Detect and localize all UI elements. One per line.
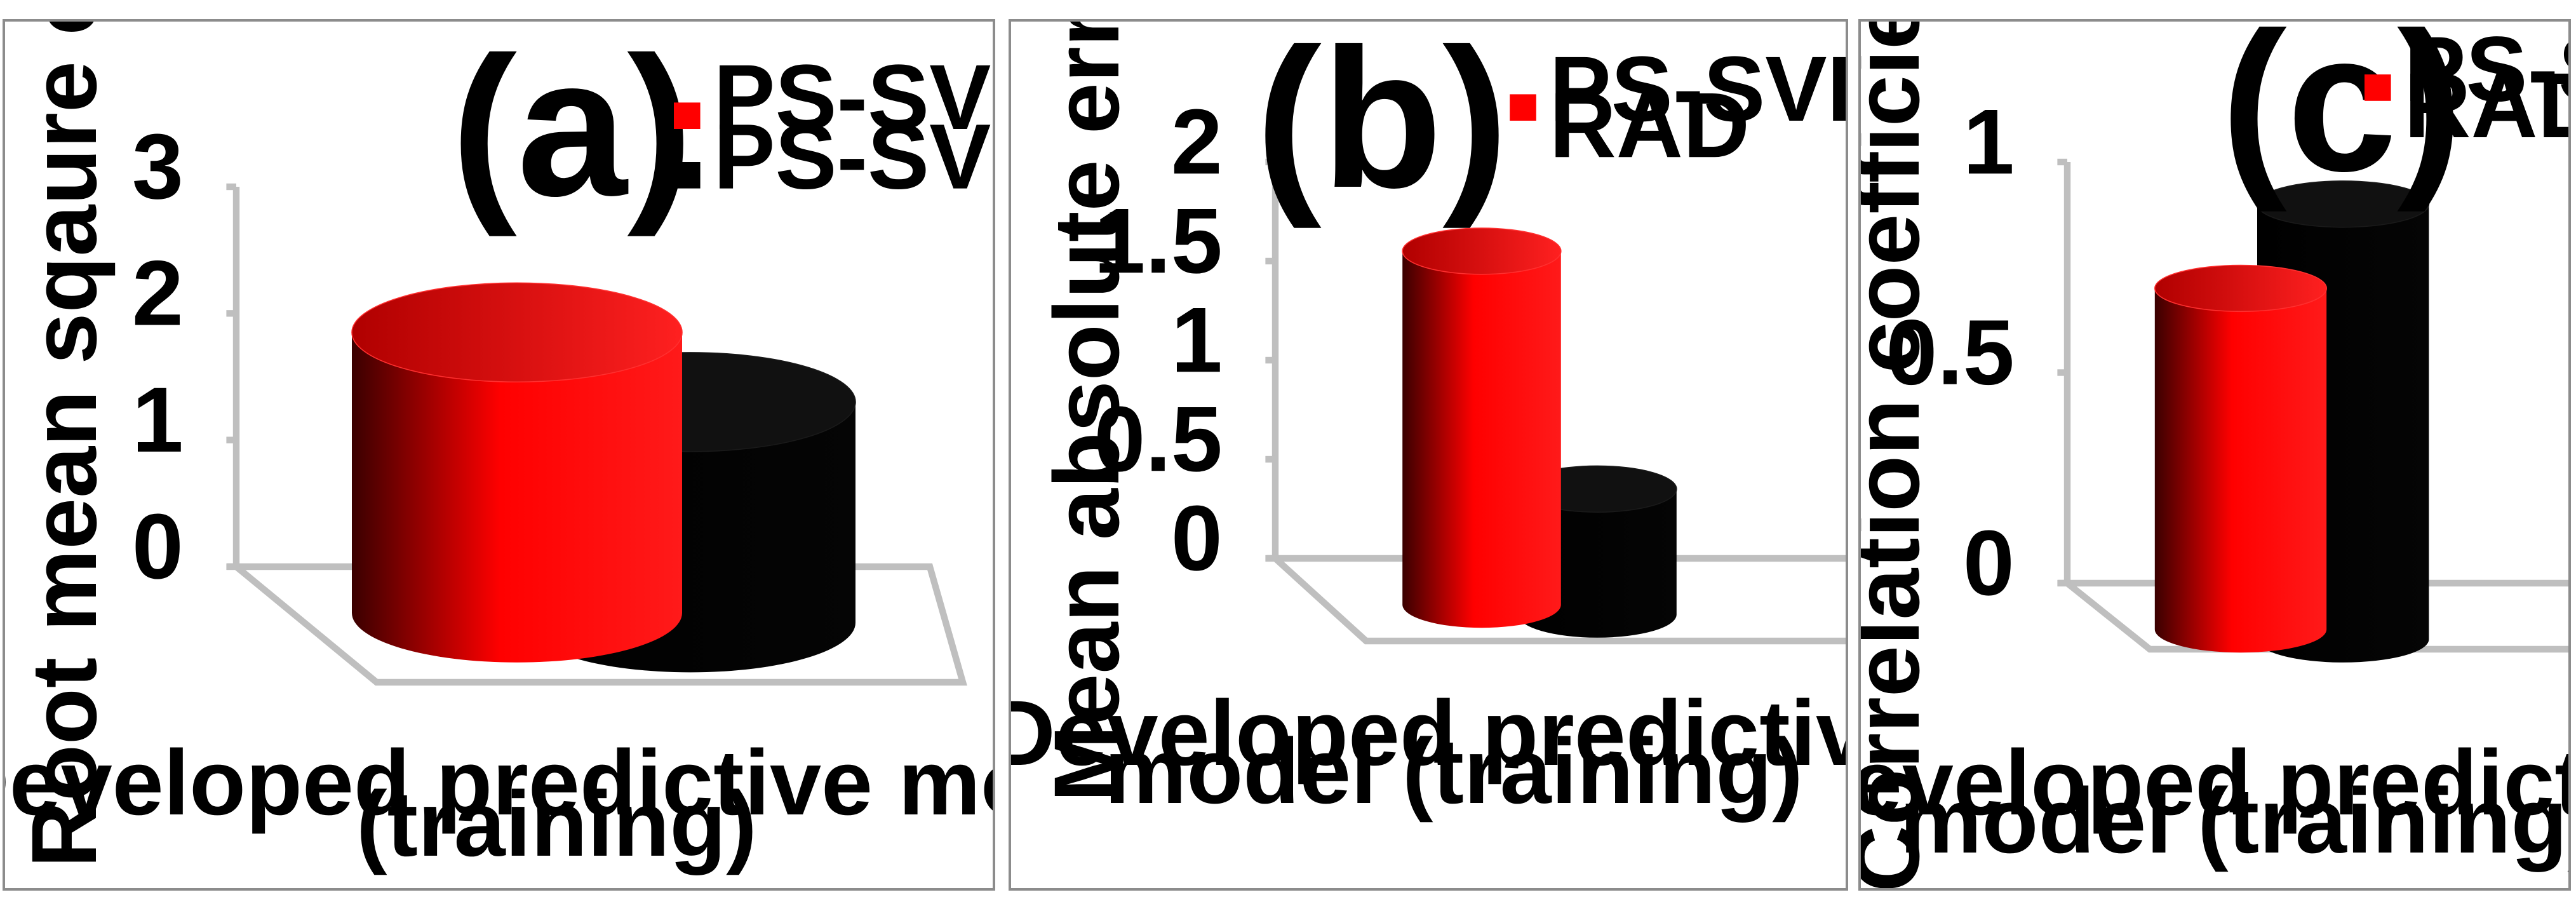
legend-label: PS-SVR-LAT [713, 105, 993, 208]
y-tick-label: 0 [1963, 511, 2015, 614]
x-axis-label: Developed predictive [1011, 681, 1846, 785]
bar-body [2154, 288, 2327, 653]
legend-label: RAD [1550, 73, 1750, 177]
y-axis-label: Correlation coefficient [1861, 22, 1938, 888]
y-tick-label: 3 [132, 114, 184, 218]
chart-a-canvas: 0 1 2 3 (a)PS-SVR-RADPS-SVR-LAT Root mean sqa… [5, 22, 993, 875]
chart-title: (b) [1256, 22, 1508, 230]
y-tick-label: 1 [1171, 288, 1223, 391]
chart-title: (c) [2221, 22, 2463, 213]
x-axis-label: Developed predictive model [5, 731, 993, 834]
legend-label: PS-SVR- [2404, 22, 2568, 121]
legend-swatch [674, 102, 701, 129]
y-axis-label: Root mean sqaure error [12, 22, 116, 868]
x-axis-label: Developed predictive [1861, 731, 2568, 834]
chart-panel-a: 0 1 2 3 (a)PS-SVR-RADPS-SVR-LAT Root mean sqa… [3, 19, 995, 891]
chart-panel-c: 0 0.5 1 (c)PS-SVR-RAD Correlation coefficien… [1858, 19, 2571, 891]
chart-title: (a) [451, 22, 693, 238]
x-axis-label: (training) [356, 772, 757, 875]
legend-swatch [2365, 74, 2391, 101]
chart-b-canvas: 00.511.52 (b) PS-SVR-RAD Mean absolute erro… [1011, 22, 1846, 823]
y-tick-label: 1 [1963, 90, 2015, 193]
y-tick-label: 2 [132, 241, 184, 345]
bar-top [2257, 180, 2430, 228]
legend-swatch [1510, 94, 1536, 121]
y-tick-label: 2 [1171, 90, 1223, 193]
bar-body [1402, 251, 1561, 628]
chart-panel-b: 00.511.52 (b) PS-SVR-RAD Mean absolute erro… [1009, 19, 1848, 891]
y-tick-label: 0.5 [1886, 300, 2014, 404]
y-tick-label: 0 [1171, 486, 1223, 590]
y-tick-label: 0 [132, 494, 184, 598]
y-tick-label: 1.5 [1094, 189, 1222, 292]
legend-label: PS-SVR- [1550, 37, 1846, 140]
x-axis-label: model (training) [1900, 769, 2568, 872]
y-tick-label: 0.5 [1094, 387, 1222, 490]
legend-label: RAD [2404, 53, 2568, 157]
bar-ps-svr-rad [351, 282, 683, 663]
bar-body [352, 332, 682, 663]
legend-swatch [674, 161, 701, 189]
y-tick-label: 1 [132, 368, 184, 471]
x-axis-label: model (training) [1104, 719, 1803, 823]
y-axis-label: Mean absolute error [1035, 22, 1138, 802]
bar-top [351, 282, 683, 383]
bar-top [1402, 227, 1562, 275]
bar-ps-svr-rad [1402, 227, 1562, 628]
bar-top [2154, 264, 2327, 313]
chart-c-canvas: 0 0.5 1 (c)PS-SVR-RAD Correlation coefficien… [1861, 22, 2568, 888]
legend-label: PS-SVR-RAD [713, 45, 993, 149]
bar-ps-svr-rad [2154, 264, 2327, 653]
